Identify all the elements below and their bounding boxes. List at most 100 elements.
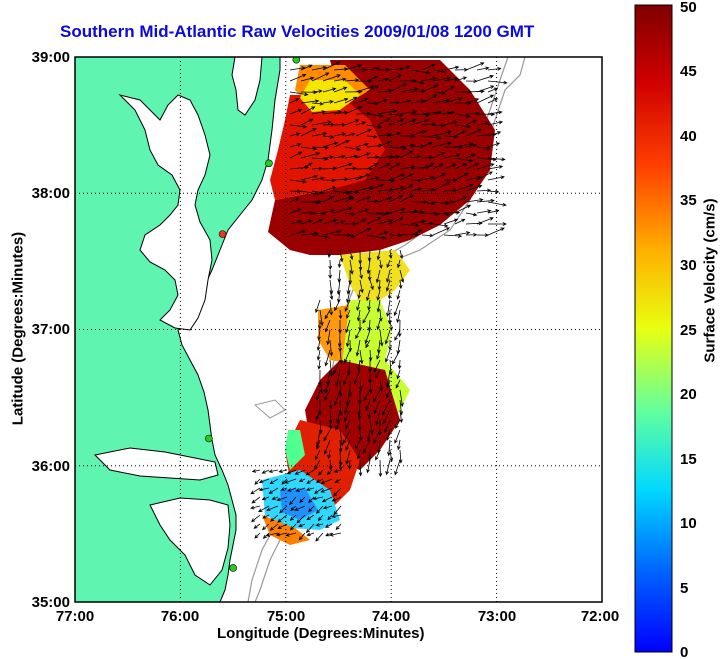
x-tick-label: 75:00 bbox=[267, 608, 305, 625]
velocity-arrow bbox=[320, 478, 333, 485]
velocity-arrow bbox=[345, 329, 351, 348]
velocity-arrow bbox=[355, 218, 367, 225]
velocity-arrow bbox=[487, 120, 504, 126]
velocity-arrow bbox=[289, 189, 302, 194]
velocity-arrow bbox=[487, 66, 502, 71]
velocity-arrow bbox=[377, 118, 391, 126]
velocity-arrow bbox=[399, 165, 416, 170]
velocity-arrow bbox=[366, 259, 371, 275]
velocity-arrow bbox=[375, 409, 381, 426]
velocity-arrow bbox=[443, 234, 463, 238]
velocity-arrow bbox=[345, 419, 351, 430]
velocity-arrow bbox=[357, 359, 361, 372]
velocity-arrow bbox=[358, 259, 363, 271]
velocity-arrow bbox=[432, 123, 446, 128]
velocity-arrow bbox=[465, 119, 477, 126]
velocity-arrow bbox=[300, 200, 320, 205]
velocity-arrow bbox=[388, 207, 406, 214]
velocity-field-green bbox=[285, 430, 305, 470]
velocity-arrow bbox=[476, 217, 494, 225]
velocity-arrow bbox=[487, 87, 499, 93]
velocity-arrow bbox=[367, 449, 372, 461]
velocity-arrow bbox=[376, 299, 381, 313]
velocity-arrow bbox=[432, 141, 452, 148]
velocity-arrow bbox=[367, 249, 372, 262]
velocity-arrow bbox=[261, 523, 270, 531]
velocity-arrow bbox=[377, 163, 391, 170]
velocity-arrow bbox=[388, 249, 393, 259]
velocity-arrow bbox=[410, 80, 425, 85]
velocity-arrow bbox=[432, 181, 451, 192]
velocity-arrow bbox=[300, 210, 315, 215]
radar-stations bbox=[205, 57, 301, 572]
velocity-arrow bbox=[399, 65, 411, 71]
colorbar-tick-label: 10 bbox=[680, 515, 697, 532]
velocity-arrow bbox=[377, 279, 382, 291]
velocity-arrow bbox=[280, 487, 288, 491]
velocity-arrow bbox=[344, 64, 363, 71]
velocity-arrow bbox=[396, 259, 401, 269]
velocity-arrow bbox=[421, 135, 442, 140]
velocity-arrow bbox=[387, 309, 392, 325]
velocity-arrow bbox=[366, 234, 387, 240]
delaware-bay bbox=[231, 57, 263, 116]
velocity-arrow bbox=[324, 379, 331, 394]
velocity-arrow bbox=[344, 154, 359, 159]
colorbar-tick-label: 30 bbox=[680, 257, 697, 274]
velocity-arrow bbox=[315, 449, 321, 461]
x-tick-label: 74:00 bbox=[372, 608, 410, 625]
velocity-arrow bbox=[258, 487, 270, 492]
velocity-arrow bbox=[338, 439, 343, 453]
velocity-arrow bbox=[262, 514, 270, 519]
x-tick-label: 77:00 bbox=[56, 608, 94, 625]
station-marker bbox=[229, 564, 237, 572]
velocity-arrow bbox=[476, 121, 490, 126]
velocity-arrow bbox=[421, 176, 435, 181]
velocity-arrow bbox=[377, 230, 389, 236]
velocity-arrow bbox=[395, 419, 401, 429]
colorbar-tick-label: 35 bbox=[680, 192, 697, 209]
velocity-arrow bbox=[251, 469, 261, 473]
velocity-arrow bbox=[344, 299, 351, 312]
velocity-arrow bbox=[410, 219, 426, 225]
velocity-arrow bbox=[333, 162, 353, 170]
velocity-arrow bbox=[465, 111, 481, 116]
velocity-arrow bbox=[421, 84, 439, 93]
velocity-arrow bbox=[285, 532, 297, 537]
velocity-arrow bbox=[421, 94, 438, 104]
velocity-arrow bbox=[443, 110, 456, 115]
velocity-arrow bbox=[421, 141, 433, 148]
velocity-arrow bbox=[399, 118, 417, 126]
velocity-arrow bbox=[367, 409, 372, 420]
velocity-arrow bbox=[333, 86, 348, 93]
velocity-arrow bbox=[465, 153, 476, 159]
velocity-arrow bbox=[322, 186, 337, 192]
velocity-arrow bbox=[421, 163, 435, 170]
velocity-arrow bbox=[410, 118, 430, 126]
velocity-arrow bbox=[324, 319, 331, 333]
velocity-arrow bbox=[300, 106, 316, 115]
velocity-arrow bbox=[331, 514, 342, 519]
velocity-arrow bbox=[333, 220, 346, 225]
velocity-arrow bbox=[465, 198, 484, 203]
velocity-arrow bbox=[323, 389, 331, 401]
velocity-arrow bbox=[398, 279, 403, 290]
velocity-arrow bbox=[410, 112, 431, 117]
velocity-arrow bbox=[443, 145, 464, 150]
velocity-arrow bbox=[367, 319, 372, 332]
velocity-arrow bbox=[314, 459, 321, 471]
velocity-arrow bbox=[328, 269, 333, 279]
velocity-arrow bbox=[356, 449, 361, 460]
velocity-arrow bbox=[333, 97, 349, 104]
velocity-arrow bbox=[308, 496, 315, 504]
velocity-arrow bbox=[323, 429, 331, 442]
velocity-arrow bbox=[287, 487, 297, 492]
velocity-arrow bbox=[386, 259, 391, 269]
colorbar-tick-label: 50 bbox=[680, 0, 697, 16]
velocity-arrow bbox=[432, 223, 449, 228]
velocity-arrow bbox=[344, 234, 356, 239]
velocity-arrow bbox=[289, 108, 303, 115]
velocity-arrow bbox=[326, 469, 333, 476]
velocity-arrow bbox=[294, 469, 306, 475]
